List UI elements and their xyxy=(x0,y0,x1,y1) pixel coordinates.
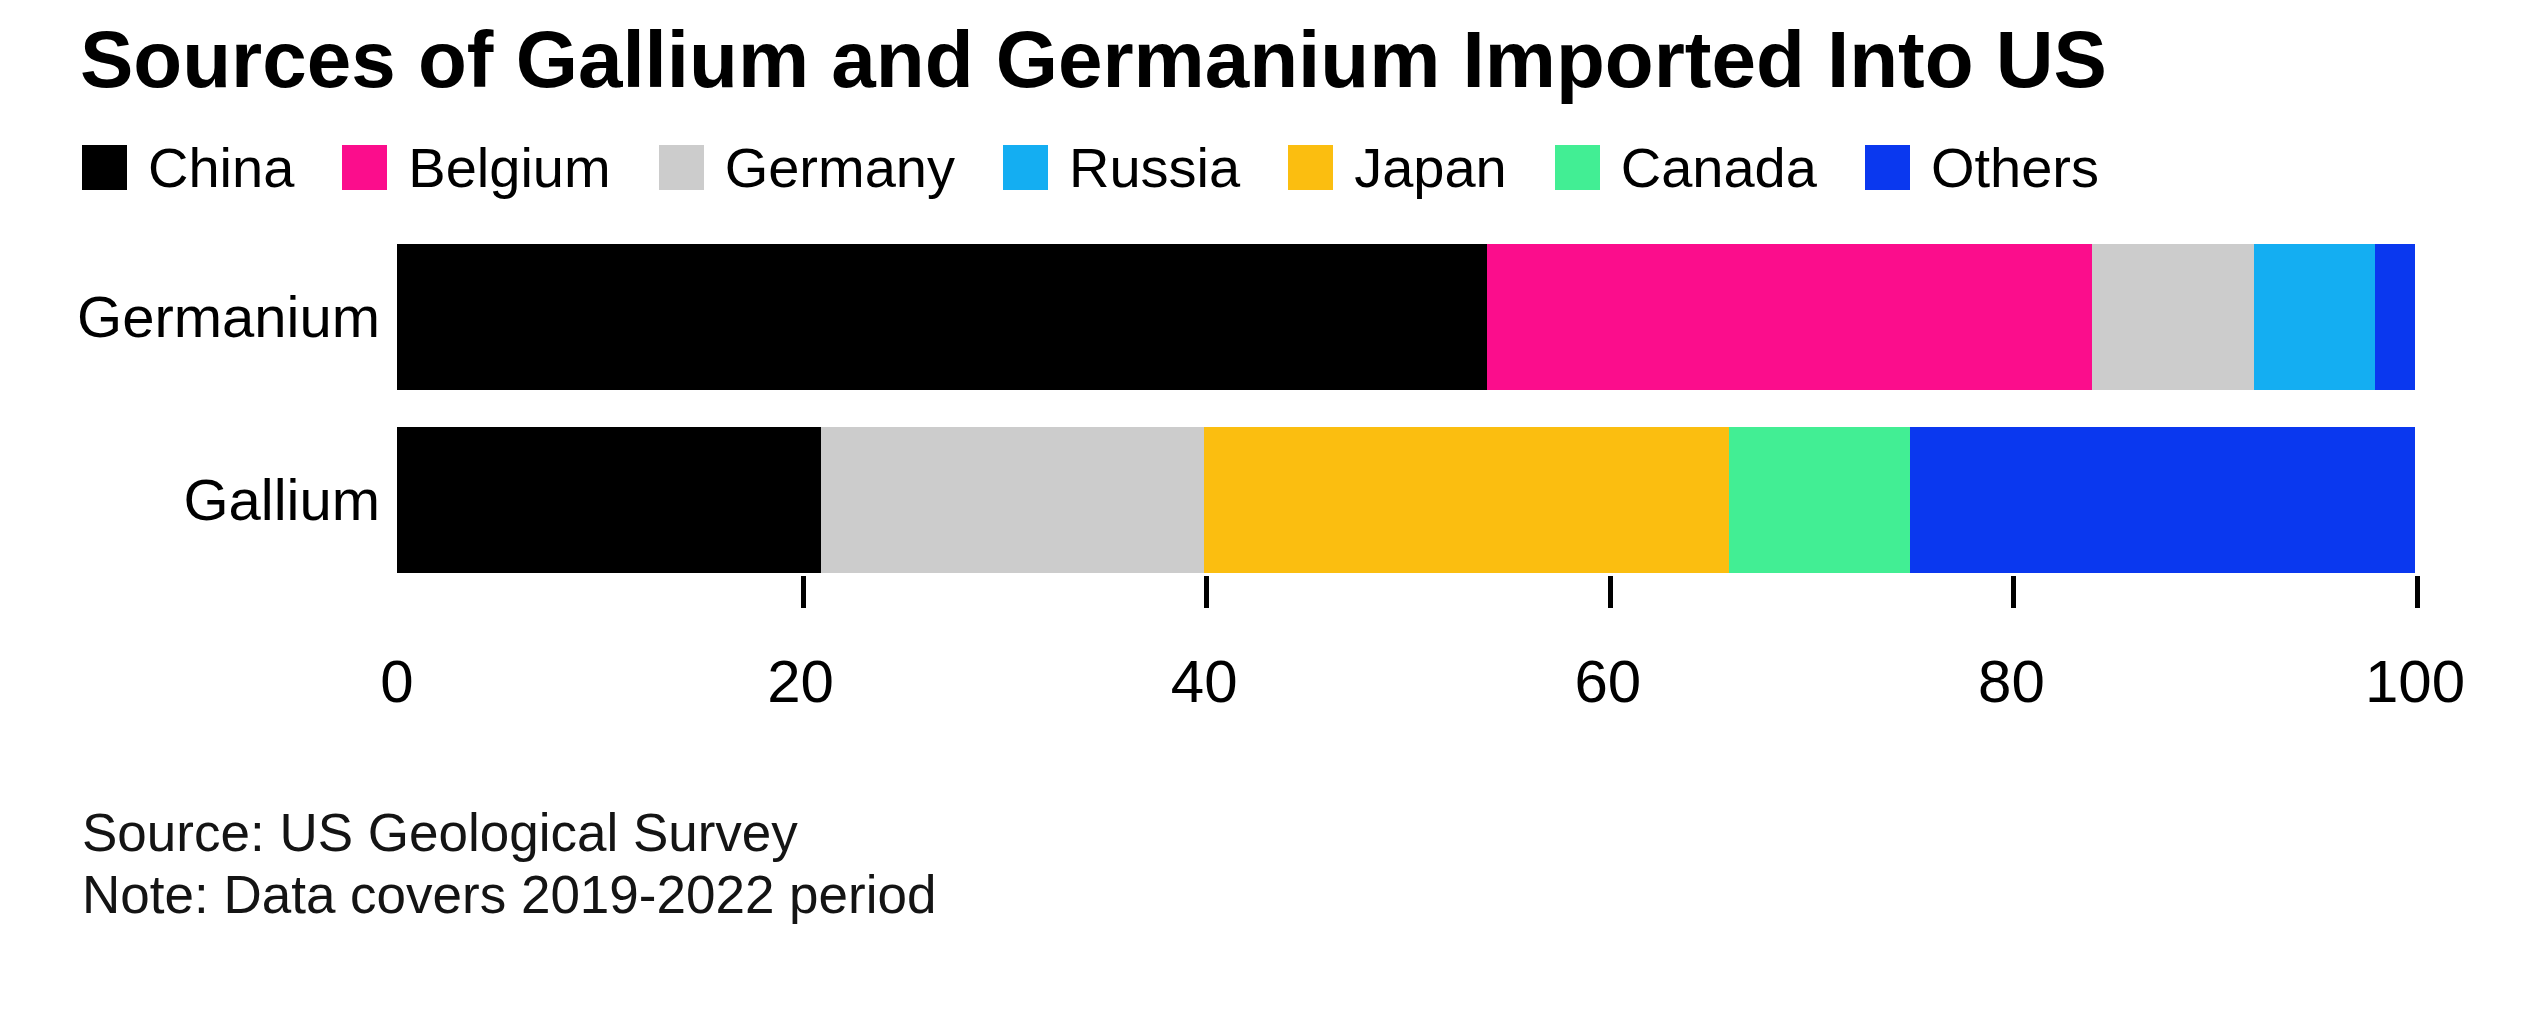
bar-germanium xyxy=(397,244,2415,390)
source-note: Source: US Geological Survey xyxy=(82,802,936,864)
axis-label-60: 60 xyxy=(1574,652,1641,712)
axis-label-40: 40 xyxy=(1171,652,1238,712)
chart-footer: Source: US Geological Survey Note: Data … xyxy=(82,802,936,926)
bar-label-germanium: Germanium xyxy=(0,244,380,390)
axis-tick-100 xyxy=(2415,576,2420,608)
bar-gallium xyxy=(397,427,2415,573)
legend-swatch-belgium xyxy=(342,145,387,190)
bar-segment-germanium-china xyxy=(397,244,1487,390)
chart-page: Sources of Gallium and Germanium Importe… xyxy=(0,0,2544,1016)
legend-label: China xyxy=(148,140,294,196)
bar-segment-gallium-germany xyxy=(821,427,1204,573)
axis-tick-80 xyxy=(2011,576,2016,608)
bar-segment-germanium-germany xyxy=(2092,244,2253,390)
axis-tick-40 xyxy=(1204,576,1209,608)
bar-segment-gallium-canada xyxy=(1729,427,1911,573)
bar-segment-gallium-japan xyxy=(1204,427,1729,573)
axis-label-80: 80 xyxy=(1978,652,2045,712)
bar-segment-germanium-russia xyxy=(2254,244,2375,390)
period-note: Note: Data covers 2019-2022 period xyxy=(82,864,936,926)
axis-tick-60 xyxy=(1608,576,1613,608)
bar-label-gallium: Gallium xyxy=(0,427,380,573)
axis-label-100: 100 xyxy=(2365,652,2465,712)
bar-segment-germanium-others xyxy=(2375,244,2415,390)
axis-label-0: 0 xyxy=(380,652,413,712)
axis-tick-20 xyxy=(801,576,806,608)
bar-segment-gallium-china xyxy=(397,427,821,573)
legend-swatch-china xyxy=(82,145,127,190)
bar-segment-gallium-others xyxy=(1910,427,2415,573)
legend-item-china: China xyxy=(82,140,294,196)
bar-segment-germanium-belgium xyxy=(1487,244,2092,390)
axis-label-20: 20 xyxy=(767,652,834,712)
